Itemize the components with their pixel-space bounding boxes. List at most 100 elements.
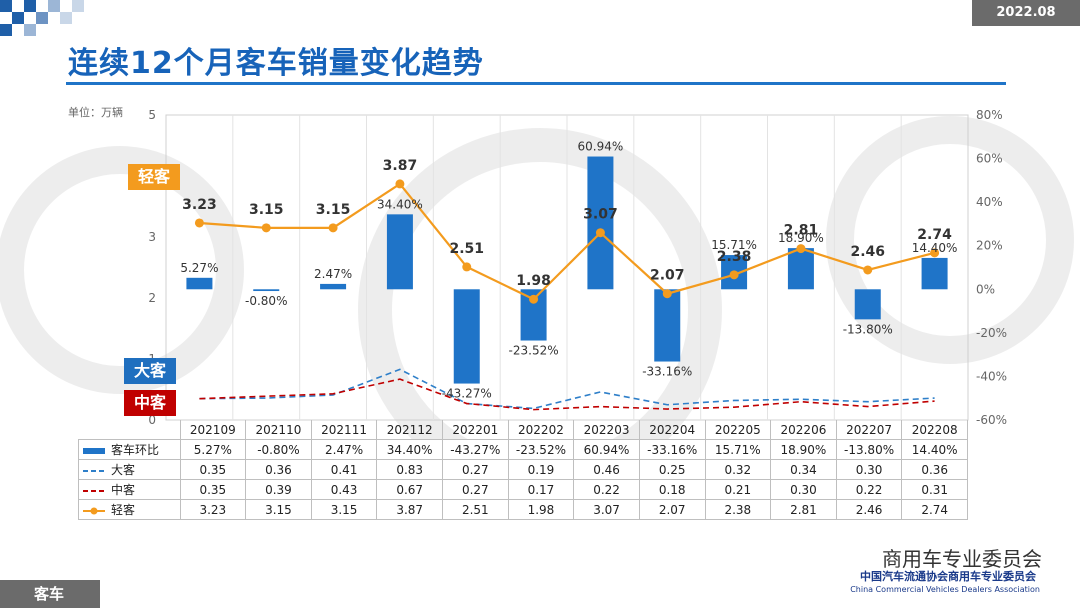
tag-medium-bus: 中客 bbox=[124, 390, 176, 416]
table-cell: 0.22 bbox=[835, 479, 903, 500]
table-cell: 5.27% bbox=[179, 439, 247, 460]
table-category-cell: 202110 bbox=[245, 420, 312, 440]
date-badge: 2022.08 bbox=[972, 0, 1080, 26]
table-row: 客车环比 5.27% -0.80% 2.47% 34.40% -43.27% -23.52%… bbox=[78, 439, 968, 460]
table-cell: 0.18 bbox=[638, 479, 706, 500]
light-bus-label: 2.46 bbox=[850, 244, 885, 260]
bar-label: -33.16% bbox=[642, 365, 692, 379]
bar-label: 18.90% bbox=[778, 231, 824, 245]
tag-light-bus: 轻客 bbox=[128, 164, 180, 190]
light-bus-point bbox=[729, 270, 739, 280]
right-axis-tick: 40% bbox=[976, 195, 1003, 209]
right-axis-tick: -40% bbox=[976, 369, 1007, 383]
table-cell: 0.35 bbox=[179, 459, 247, 480]
bar-label: 34.40% bbox=[377, 197, 423, 211]
left-axis-tick: 3 bbox=[148, 230, 156, 244]
table-cell: 3.15 bbox=[245, 499, 312, 520]
light-bus-label: 3.15 bbox=[316, 202, 351, 218]
left-axis-tick: 5 bbox=[148, 108, 156, 122]
table-cell: 60.94% bbox=[573, 439, 640, 460]
light-bus-point bbox=[529, 294, 539, 304]
right-axis-tick: 60% bbox=[976, 152, 1003, 166]
table-category-cell: 202109 bbox=[179, 420, 247, 440]
light-bus-point bbox=[261, 223, 271, 233]
light-bus-label: 2.38 bbox=[717, 249, 752, 265]
table-cell: 0.32 bbox=[704, 459, 772, 480]
right-axis-tick: -60% bbox=[976, 413, 1007, 427]
table-category-cell: 202208 bbox=[901, 420, 968, 440]
bar-label: 5.27% bbox=[180, 261, 218, 275]
table-cell: 0.27 bbox=[442, 459, 509, 480]
table-cell: 2.46 bbox=[835, 499, 903, 520]
table-series-label: 轻客 bbox=[78, 499, 181, 520]
bar-label: 2.47% bbox=[314, 267, 352, 281]
table-cell: 3.07 bbox=[573, 499, 640, 520]
bar-label: -43.27% bbox=[442, 387, 492, 401]
line-large-bus bbox=[199, 368, 935, 410]
bar-change-rate bbox=[320, 283, 347, 290]
bar-change-rate bbox=[921, 257, 948, 290]
tag-large-bus: 大客 bbox=[124, 358, 176, 384]
data-table: 202109 202110 202111 202112 202201 202202 2022… bbox=[78, 420, 968, 520]
right-axis-tick: -20% bbox=[976, 326, 1007, 340]
bar-label: 14.40% bbox=[912, 241, 958, 255]
light-bus-label: 2.07 bbox=[650, 268, 685, 284]
table-cell: 0.39 bbox=[245, 479, 312, 500]
table-cell: 1.98 bbox=[507, 499, 575, 520]
right-axis-tick: 0% bbox=[976, 282, 995, 296]
light-bus-label: 3.23 bbox=[182, 197, 217, 213]
section-label: 客车 bbox=[0, 580, 100, 608]
bar-change-rate bbox=[386, 214, 413, 290]
table-category-cell: 202201 bbox=[442, 420, 509, 440]
table-cell: 0.67 bbox=[376, 479, 443, 500]
line-medium-bus bbox=[199, 378, 935, 411]
table-cell: 0.27 bbox=[442, 479, 509, 500]
corner-checker-decoration bbox=[0, 0, 84, 36]
bar-change-rate bbox=[253, 289, 280, 292]
title-divider bbox=[66, 82, 1006, 85]
table-cell: 0.43 bbox=[310, 479, 378, 500]
light-bus-point bbox=[328, 223, 338, 233]
table-cell: 0.46 bbox=[573, 459, 640, 480]
line-light-bus bbox=[199, 182, 935, 301]
bar-change-rate bbox=[587, 156, 614, 290]
bar-label: -0.80% bbox=[245, 294, 287, 308]
table-category-cell: 202203 bbox=[573, 420, 640, 440]
light-bus-point bbox=[796, 244, 806, 254]
light-bus-point bbox=[194, 218, 204, 228]
bar-label: -23.52% bbox=[509, 344, 559, 358]
light-bus-point bbox=[863, 265, 873, 275]
bar-label: 60.94% bbox=[578, 140, 624, 154]
page-title: 连续12个月客车销量变化趋势 bbox=[68, 46, 484, 81]
table-cell: 0.34 bbox=[770, 459, 837, 480]
table-cell: 2.07 bbox=[638, 499, 706, 520]
org-name-cn: 中国汽车流通协会商用车专业委员会 bbox=[860, 570, 1036, 583]
table-cell: 2.81 bbox=[770, 499, 837, 520]
table-cell: 14.40% bbox=[901, 439, 968, 460]
table-cell: 3.15 bbox=[310, 499, 378, 520]
table-category-cell: 202206 bbox=[770, 420, 837, 440]
org-name-en: China Commercial Vehicles Dealers Associ… bbox=[850, 585, 1040, 594]
table-series-label: 大客 bbox=[78, 459, 181, 480]
table-cell: 34.40% bbox=[376, 439, 443, 460]
light-bus-label: 3.87 bbox=[383, 158, 418, 174]
table-cell: -33.16% bbox=[638, 439, 706, 460]
light-bus-point bbox=[462, 262, 472, 272]
table-cell: 0.83 bbox=[376, 459, 443, 480]
table-row: 大客 0.35 0.36 0.41 0.83 0.27 0.19 0.46 0.25 0.32 0.… bbox=[78, 459, 968, 480]
table-cell: 0.21 bbox=[704, 479, 772, 500]
bar-change-rate bbox=[186, 277, 213, 290]
combo-chart: 5.27% -0.80% 2.47% 34.40% -43.27% -23.52% 60.9… bbox=[0, 108, 1074, 440]
light-bus-point bbox=[395, 179, 405, 189]
bar-label: 15.71% bbox=[711, 238, 757, 252]
bar-label: -13.80% bbox=[843, 322, 893, 336]
table-cell: 0.41 bbox=[310, 459, 378, 480]
bar-change-rate bbox=[787, 248, 814, 290]
table-cell: 0.36 bbox=[245, 459, 312, 480]
table-cell: 0.30 bbox=[770, 479, 837, 500]
table-cell: 0.30 bbox=[835, 459, 903, 480]
bar-change-rate bbox=[654, 289, 681, 362]
table-cell: 0.36 bbox=[901, 459, 968, 480]
table-cell: -13.80% bbox=[835, 439, 903, 460]
table-cell: -0.80% bbox=[245, 439, 312, 460]
